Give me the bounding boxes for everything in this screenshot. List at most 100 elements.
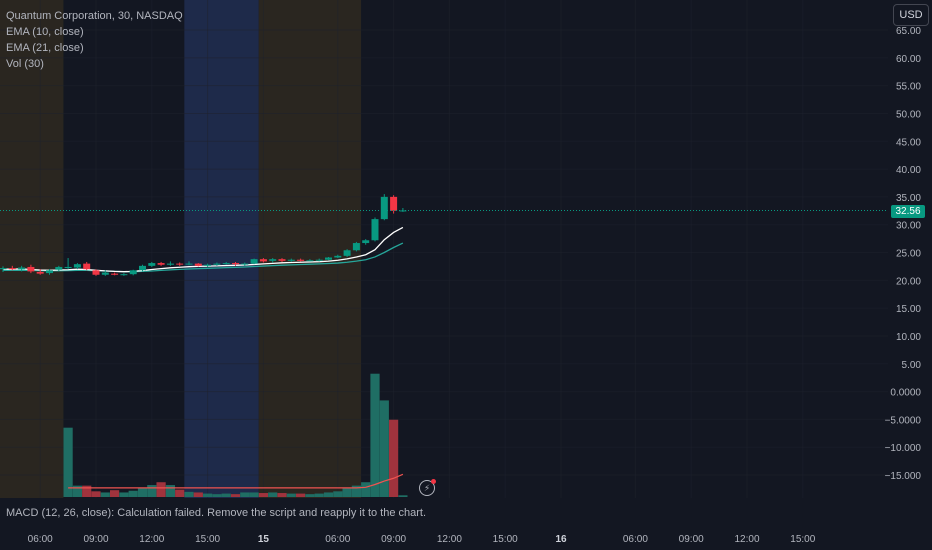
ema10-legend[interactable]: EMA (10, close) xyxy=(6,26,84,38)
volume-ma-line xyxy=(68,473,404,489)
price-tick-label: 35.00 xyxy=(896,193,921,204)
candle-body xyxy=(139,265,146,271)
volume-ma-path xyxy=(68,473,404,489)
candle-body xyxy=(27,266,35,272)
volume-bar xyxy=(398,495,408,497)
price-axis[interactable]: 65.00 60.00 55.00 50.00 45.00 40.00 35.00 30.00… xyxy=(885,26,922,482)
time-tick-label: 15:00 xyxy=(195,534,220,545)
volume-bar xyxy=(156,482,166,497)
volume-bar xyxy=(342,487,352,497)
price-tick-label: 60.00 xyxy=(896,54,921,65)
candle-body xyxy=(36,271,44,274)
candle-body xyxy=(194,263,202,266)
price-tick-label: 45.00 xyxy=(896,137,921,148)
time-tick-label: 06:00 xyxy=(325,534,350,545)
volume-bar xyxy=(333,491,343,497)
volume-bar xyxy=(258,493,268,497)
price-tick-label: −5.0000 xyxy=(885,415,922,426)
price-tick-label: −15.000 xyxy=(885,471,922,482)
volume-bar xyxy=(184,491,194,497)
candle-body xyxy=(176,263,184,265)
candle-body xyxy=(380,196,388,220)
volume-bar xyxy=(370,373,380,497)
volume-bar xyxy=(221,493,231,497)
volume-bar xyxy=(137,487,148,497)
candle-body xyxy=(315,259,323,261)
time-tick-label: 09:00 xyxy=(83,534,108,545)
time-tick-label: 09:00 xyxy=(679,534,704,545)
candle-body xyxy=(325,257,332,260)
price-tick-label: 40.00 xyxy=(896,165,921,176)
candle-body xyxy=(297,259,305,261)
price-tick-label: 10.00 xyxy=(896,332,921,343)
candle-body xyxy=(269,259,277,261)
candle-body xyxy=(92,270,100,275)
candle-body xyxy=(352,243,360,251)
volume-bar xyxy=(91,491,101,497)
volume-bar xyxy=(277,493,287,497)
candle-body xyxy=(371,219,379,241)
candle-body xyxy=(0,268,7,270)
alert-dot xyxy=(431,479,436,484)
time-tick-label: 12:00 xyxy=(734,534,759,545)
candle-body xyxy=(343,250,351,256)
candle-body xyxy=(157,263,165,265)
time-tick-label: 12:00 xyxy=(437,534,462,545)
candle-body xyxy=(46,270,53,274)
last-price-tag: 32.56 xyxy=(891,205,925,218)
time-tick-label: 12:00 xyxy=(139,534,164,545)
price-tick-label: 50.00 xyxy=(896,109,921,120)
time-tick-label: 15:00 xyxy=(790,534,815,545)
volume-bar xyxy=(286,493,296,497)
lightning-bolt-icon[interactable]: ⚡ xyxy=(419,479,436,496)
time-tick-label: 06:00 xyxy=(28,534,53,545)
time-tick-label: 15 xyxy=(258,534,270,545)
macd-error-message: MACD (12, 26, close): Calculation failed… xyxy=(6,507,427,519)
currency-button[interactable]: USD xyxy=(893,4,929,26)
session-band xyxy=(184,0,259,498)
volume-bar xyxy=(82,485,92,497)
candle-body xyxy=(390,196,398,211)
time-tick-label: 09:00 xyxy=(381,534,406,545)
candle-body xyxy=(18,267,26,270)
candle-body xyxy=(148,263,156,266)
time-tick-label: 15:00 xyxy=(493,534,518,545)
volume-bar xyxy=(240,492,250,497)
price-tick-label: 15.00 xyxy=(896,304,921,315)
price-tick-label: 30.00 xyxy=(896,221,921,232)
volume-histogram xyxy=(63,373,408,497)
time-axis[interactable]: 06:00 09:00 12:00 15:00 15 06:00 09:00 12:00 15:… xyxy=(28,534,816,545)
volume-bar xyxy=(305,494,315,497)
volume-bar xyxy=(193,492,203,497)
symbol-title[interactable]: Quantum Corporation, 30, NASDAQ xyxy=(6,10,183,22)
time-tick-label: 06:00 xyxy=(623,534,648,545)
candle-body xyxy=(73,264,81,268)
price-tick-label: 0.0000 xyxy=(890,388,921,399)
session-backgrounds xyxy=(0,0,362,498)
candle-body xyxy=(129,270,137,275)
candle-body xyxy=(64,266,72,269)
volume-bar xyxy=(323,492,334,497)
candle-body xyxy=(120,274,128,276)
volume-bar xyxy=(63,427,73,497)
candle-body xyxy=(250,259,258,264)
price-tick-label: 20.00 xyxy=(896,276,921,287)
candle-body xyxy=(55,266,63,270)
volume-bar xyxy=(249,492,259,497)
volume-bar xyxy=(212,494,222,497)
volume-legend[interactable]: Vol (30) xyxy=(6,58,44,70)
candle-body xyxy=(204,264,212,266)
candle-body xyxy=(259,259,267,262)
candle-body xyxy=(8,268,16,270)
ema21-legend[interactable]: EMA (21, close) xyxy=(6,42,84,54)
candle-body xyxy=(111,273,119,275)
candle-body xyxy=(83,263,91,270)
volume-bar xyxy=(361,482,371,497)
price-tick-label: 65.00 xyxy=(896,26,921,37)
chart-legend: Quantum Corporation, 30, NASDAQ EMA (10,… xyxy=(6,8,183,72)
ema21-line xyxy=(3,242,404,273)
candle-body xyxy=(232,263,239,265)
candle-body xyxy=(334,255,342,258)
candle-body xyxy=(306,260,314,262)
